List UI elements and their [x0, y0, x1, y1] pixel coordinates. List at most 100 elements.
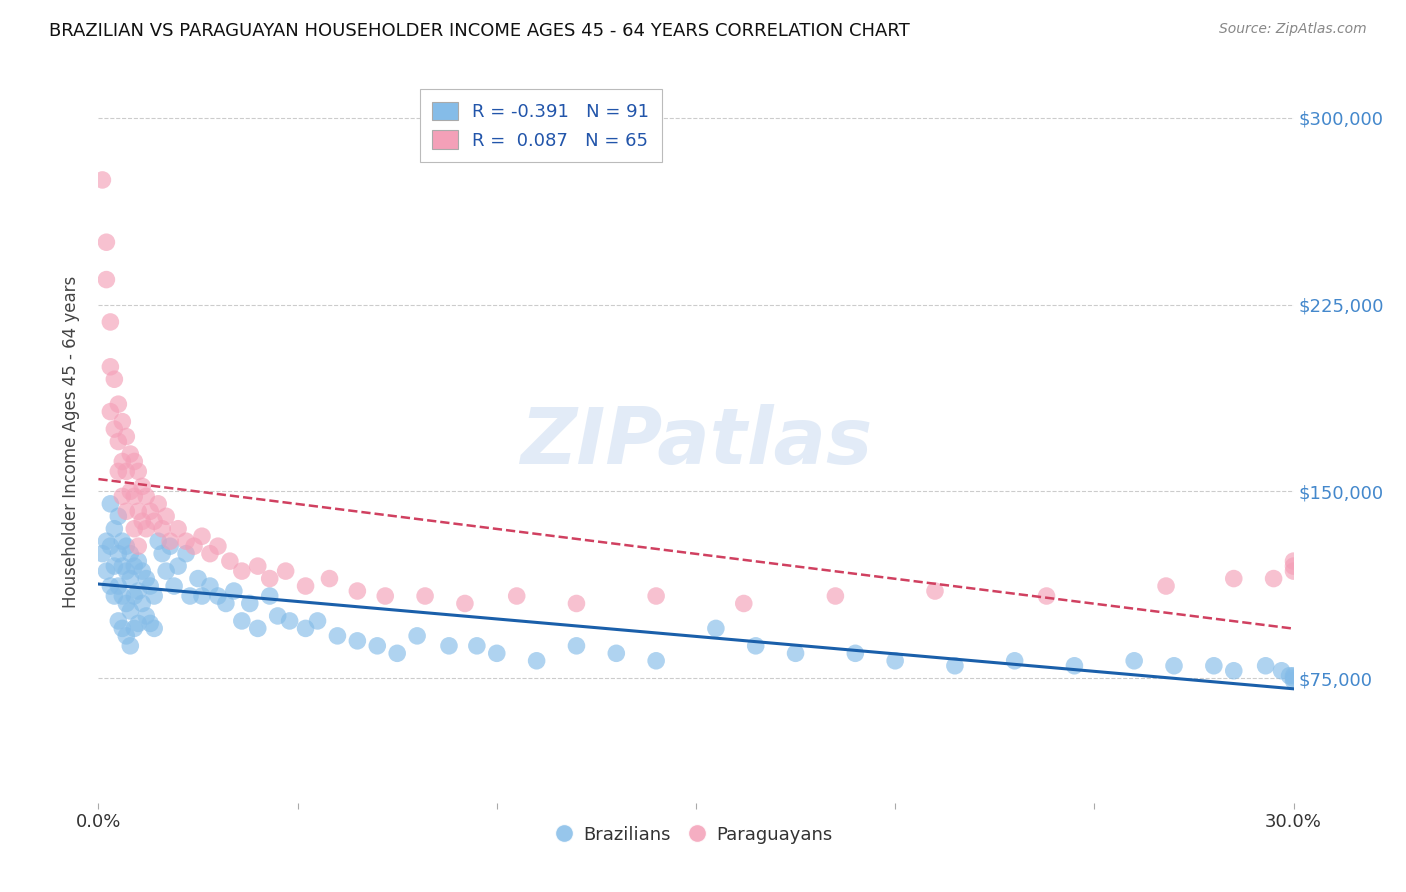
Point	[124, 489, 146, 503]
Point	[131, 597, 153, 611]
Point	[127, 539, 149, 553]
Point	[346, 633, 368, 648]
Point	[437, 639, 460, 653]
Point	[506, 589, 529, 603]
Point	[1254, 658, 1277, 673]
Point	[274, 564, 297, 578]
Point	[1282, 673, 1305, 688]
Point	[91, 173, 114, 187]
Point	[198, 547, 221, 561]
Point	[98, 539, 122, 553]
Point	[98, 497, 122, 511]
Point	[374, 589, 396, 603]
Point	[294, 579, 316, 593]
Point	[1123, 654, 1146, 668]
Point	[198, 579, 221, 593]
Point	[454, 597, 477, 611]
Point	[143, 514, 166, 528]
Point	[294, 621, 316, 635]
Point	[98, 404, 122, 418]
Point	[103, 372, 125, 386]
Point	[103, 522, 125, 536]
Point	[278, 614, 301, 628]
Point	[115, 629, 138, 643]
Point	[135, 609, 157, 624]
Point	[135, 522, 157, 536]
Point	[187, 572, 209, 586]
Point	[127, 554, 149, 568]
Point	[143, 589, 166, 603]
Point	[1035, 589, 1057, 603]
Point	[191, 589, 214, 603]
Point	[163, 579, 186, 593]
Point	[96, 235, 118, 250]
Point	[231, 564, 253, 578]
Point	[183, 539, 205, 553]
Point	[98, 579, 122, 593]
Point	[135, 489, 157, 503]
Point	[413, 589, 436, 603]
Point	[733, 597, 755, 611]
Point	[844, 646, 866, 660]
Point	[267, 609, 290, 624]
Text: Source: ZipAtlas.com: Source: ZipAtlas.com	[1219, 22, 1367, 37]
Point	[246, 559, 269, 574]
Point	[103, 422, 125, 436]
Point	[824, 589, 846, 603]
Point	[124, 589, 146, 603]
Point	[111, 559, 134, 574]
Point	[1282, 669, 1305, 683]
Point	[207, 589, 229, 603]
Point	[159, 539, 181, 553]
Point	[231, 614, 253, 628]
Point	[135, 572, 157, 586]
Point	[239, 597, 262, 611]
Point	[605, 646, 627, 660]
Point	[1154, 579, 1177, 593]
Point	[1163, 658, 1185, 673]
Point	[259, 589, 281, 603]
Point	[1282, 559, 1305, 574]
Point	[103, 589, 125, 603]
Point	[1282, 554, 1305, 568]
Point	[1063, 658, 1085, 673]
Point	[943, 658, 966, 673]
Point	[96, 272, 118, 286]
Point	[139, 616, 162, 631]
Point	[91, 547, 114, 561]
Point	[124, 559, 146, 574]
Point	[115, 564, 138, 578]
Point	[174, 547, 197, 561]
Point	[1282, 671, 1305, 685]
Point	[565, 639, 588, 653]
Point	[111, 534, 134, 549]
Point	[96, 564, 118, 578]
Point	[120, 484, 142, 499]
Point	[107, 509, 129, 524]
Point	[103, 559, 125, 574]
Point	[745, 639, 768, 653]
Point	[148, 534, 170, 549]
Point	[167, 522, 190, 536]
Point	[385, 646, 409, 660]
Point	[120, 447, 142, 461]
Point	[131, 479, 153, 493]
Point	[111, 454, 134, 468]
Point	[485, 646, 508, 660]
Point	[645, 654, 668, 668]
Point	[131, 564, 153, 578]
Point	[98, 359, 122, 374]
Point	[124, 454, 146, 468]
Point	[148, 497, 170, 511]
Y-axis label: Householder Income Ages 45 - 64 years: Householder Income Ages 45 - 64 years	[62, 276, 80, 607]
Point	[215, 597, 238, 611]
Point	[406, 629, 429, 643]
Point	[1004, 654, 1026, 668]
Point	[115, 539, 138, 553]
Point	[107, 614, 129, 628]
Point	[139, 504, 162, 518]
Point	[107, 579, 129, 593]
Point	[107, 547, 129, 561]
Point	[179, 589, 201, 603]
Point	[526, 654, 548, 668]
